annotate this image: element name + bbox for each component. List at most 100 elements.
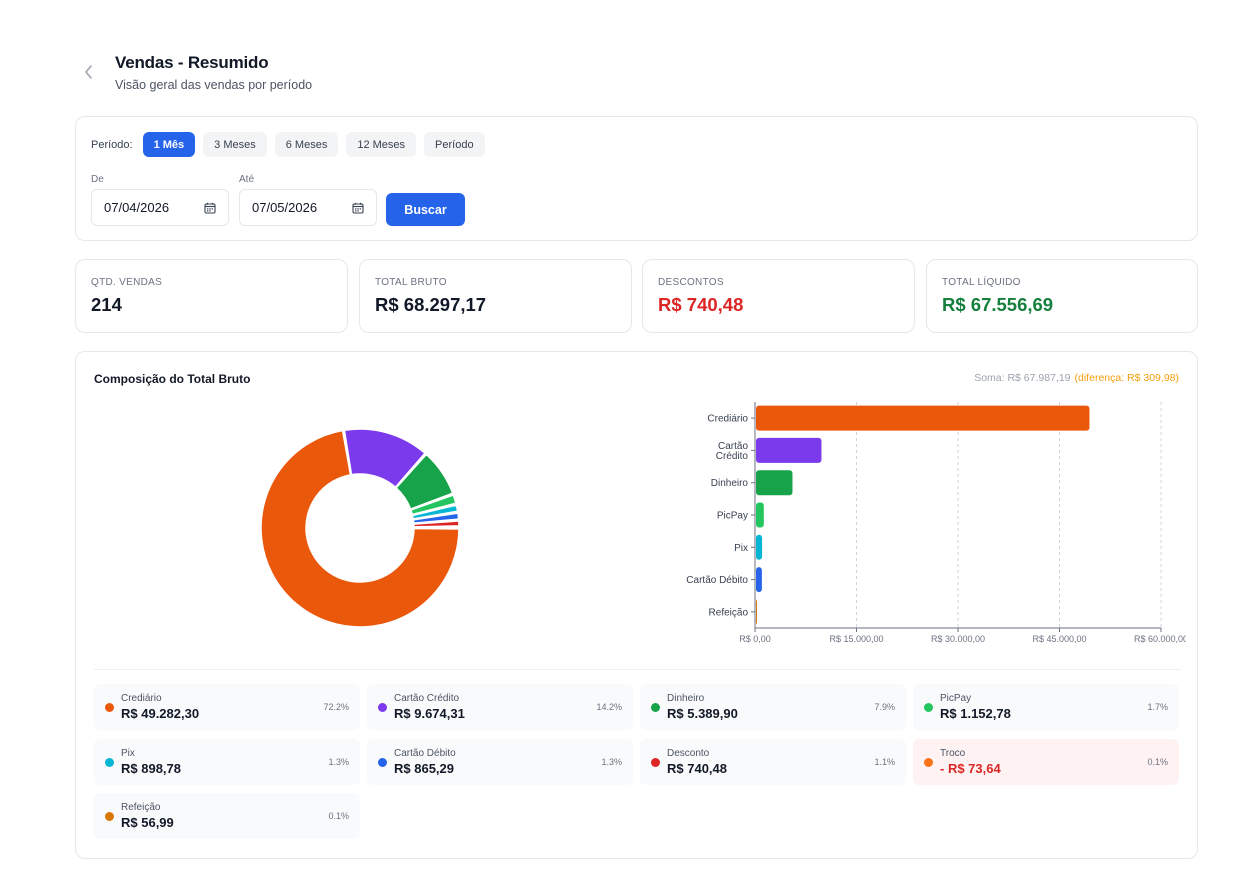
- legend-name: Crediário: [121, 693, 162, 704]
- difference-text: (diferença: R$ 309,98): [1074, 372, 1179, 384]
- stat-value: R$ 740,48: [658, 294, 744, 315]
- stat-card-descontos: DESCONTOS R$ 740,48: [642, 259, 915, 333]
- period-selector: Período: 1 Mês 3 Meses 6 Meses 12 Meses …: [91, 132, 493, 157]
- legend-name: PicPay: [940, 693, 972, 704]
- legend-percent: 0.1%: [1147, 757, 1168, 767]
- legend-color-dot: [651, 703, 660, 712]
- legend-color-dot: [924, 758, 933, 767]
- legend-value: R$ 740,48: [667, 761, 727, 776]
- period-chip-6-meses[interactable]: 6 Meses: [274, 132, 339, 157]
- donut-slice-picpay[interactable]: [409, 494, 457, 516]
- bar-picpay[interactable]: [756, 502, 764, 528]
- legend-color-dot: [924, 703, 933, 712]
- page-subtitle: Visão geral das vendas por período: [115, 78, 313, 92]
- stat-card-total-liquido: TOTAL LÍQUIDO R$ 67.556,69: [926, 259, 1198, 333]
- stat-card-qtd-vendas: QTD. VENDAS 214: [75, 259, 348, 333]
- page-title: Vendas - Resumido: [115, 53, 269, 72]
- filter-panel: Período: 1 Mês 3 Meses 6 Meses 12 Meses …: [75, 116, 1198, 241]
- legend-item-dinheiro: Dinheiro R$ 5.389,90 7.9%: [640, 684, 906, 730]
- composition-panel: Composição do Total Bruto Soma: R$ 67.98…: [75, 351, 1198, 859]
- bar-dinheiro[interactable]: [756, 470, 793, 496]
- period-chip-12-meses[interactable]: 12 Meses: [346, 132, 417, 157]
- period-chip-1-mes[interactable]: 1 Mês: [142, 132, 196, 157]
- donut-slice-pix[interactable]: [411, 504, 459, 520]
- stat-value: R$ 68.297,17: [375, 294, 487, 315]
- legend-value: R$ 865,29: [394, 761, 454, 776]
- composition-sum: Soma: R$ 67.987,19 (diferença: R$ 309,98): [974, 372, 1179, 384]
- y-tick-label: Dinheiro: [711, 478, 749, 489]
- stat-label: TOTAL BRUTO: [375, 277, 447, 288]
- bar-pix[interactable]: [756, 534, 763, 560]
- search-button[interactable]: Buscar: [386, 193, 465, 226]
- legend-name: Troco: [940, 748, 966, 759]
- bar-crediario[interactable]: [756, 405, 1090, 431]
- bar-refeicao[interactable]: [756, 599, 757, 625]
- date-to-label: Até: [239, 174, 255, 185]
- donut-slice-cartao-credito[interactable]: [343, 428, 426, 489]
- legend-value: - R$ 73,64: [940, 761, 1001, 776]
- y-tick-label: Pix: [734, 543, 748, 554]
- legend-item-refeicao: Refeição R$ 56,99 0.1%: [94, 793, 360, 839]
- legend-value: R$ 9.674,31: [394, 706, 465, 721]
- legend-color-dot: [378, 703, 387, 712]
- legend-item-desconto: Desconto R$ 740,48 1.1%: [640, 739, 906, 785]
- legend-item-troco: Troco - R$ 73,64 0.1%: [913, 739, 1179, 785]
- donut-slice-crediario[interactable]: [260, 429, 460, 628]
- donut-slice-dinheiro[interactable]: [395, 453, 454, 510]
- date-from-value: 07/04/2026: [104, 200, 170, 215]
- legend-percent: 1.3%: [601, 757, 622, 767]
- legend-name: Cartão Débito: [394, 748, 456, 759]
- y-tick-label: Cartão Débito: [686, 575, 748, 586]
- legend-name: Cartão Crédito: [394, 693, 460, 704]
- legend-percent: 7.9%: [874, 702, 895, 712]
- y-tick-label: Cartão Crédito: [716, 441, 749, 462]
- back-button[interactable]: [80, 62, 98, 82]
- legend-percent: 0.1%: [328, 811, 349, 821]
- legend-value: R$ 5.389,90: [667, 706, 738, 721]
- stat-card-total-bruto: TOTAL BRUTO R$ 68.297,17: [359, 259, 632, 333]
- legend-percent: 14.2%: [596, 702, 622, 712]
- legend-color-dot: [105, 758, 114, 767]
- chevron-left-icon: [85, 65, 92, 79]
- legend-value: R$ 1.152,78: [940, 706, 1011, 721]
- legend-percent: 1.3%: [328, 757, 349, 767]
- legend-color-dot: [105, 812, 114, 821]
- legend-item-crediario: Crediário R$ 49.282,30 72.2%: [94, 684, 360, 730]
- calendar-icon[interactable]: [352, 202, 364, 214]
- bar-cartao-credito[interactable]: [756, 437, 822, 463]
- legend-item-picpay: PicPay R$ 1.152,78 1.7%: [913, 684, 1179, 730]
- y-tick-label: Refeição: [709, 607, 749, 618]
- legend-name: Refeição: [121, 802, 161, 813]
- date-from-label: De: [91, 174, 104, 185]
- y-tick-label: Crediário: [707, 414, 748, 425]
- period-label: Período:: [91, 138, 133, 151]
- sum-text: Soma: R$ 67.987,19: [974, 372, 1071, 384]
- composition-title: Composição do Total Bruto: [94, 372, 251, 386]
- donut-slice-cartao-debito[interactable]: [412, 512, 460, 524]
- legend-item-cartao-debito: Cartão Débito R$ 865,29 1.3%: [367, 739, 633, 785]
- period-chip-3-meses[interactable]: 3 Meses: [203, 132, 267, 157]
- legend-color-dot: [378, 758, 387, 767]
- calendar-icon[interactable]: [204, 202, 216, 214]
- stat-label: DESCONTOS: [658, 277, 724, 288]
- page-header: Vendas - Resumido Visão geral das vendas…: [76, 50, 676, 96]
- legend-color-dot: [651, 758, 660, 767]
- donut-slice-desconto[interactable]: [413, 520, 460, 528]
- x-tick-label: R$ 45.000,00: [1032, 634, 1086, 644]
- stat-value: 214: [91, 294, 122, 315]
- legend-name: Desconto: [667, 748, 710, 759]
- x-tick-label: R$ 15.000,00: [829, 634, 883, 644]
- stat-value: R$ 67.556,69: [942, 294, 1054, 315]
- date-to-value: 07/05/2026: [252, 200, 318, 215]
- date-from-input[interactable]: 07/04/2026: [91, 189, 229, 226]
- bar-cartao-debito[interactable]: [756, 567, 762, 593]
- x-tick-label: R$ 30.000,00: [931, 634, 985, 644]
- legend-name: Dinheiro: [667, 693, 705, 704]
- legend-percent: 1.7%: [1147, 702, 1168, 712]
- divider: [94, 669, 1181, 670]
- legend-name: Pix: [121, 748, 135, 759]
- date-to-input[interactable]: 07/05/2026: [239, 189, 377, 226]
- period-chip-periodo[interactable]: Período: [424, 132, 485, 157]
- legend-value: R$ 49.282,30: [121, 706, 200, 721]
- stat-label: QTD. VENDAS: [91, 277, 163, 288]
